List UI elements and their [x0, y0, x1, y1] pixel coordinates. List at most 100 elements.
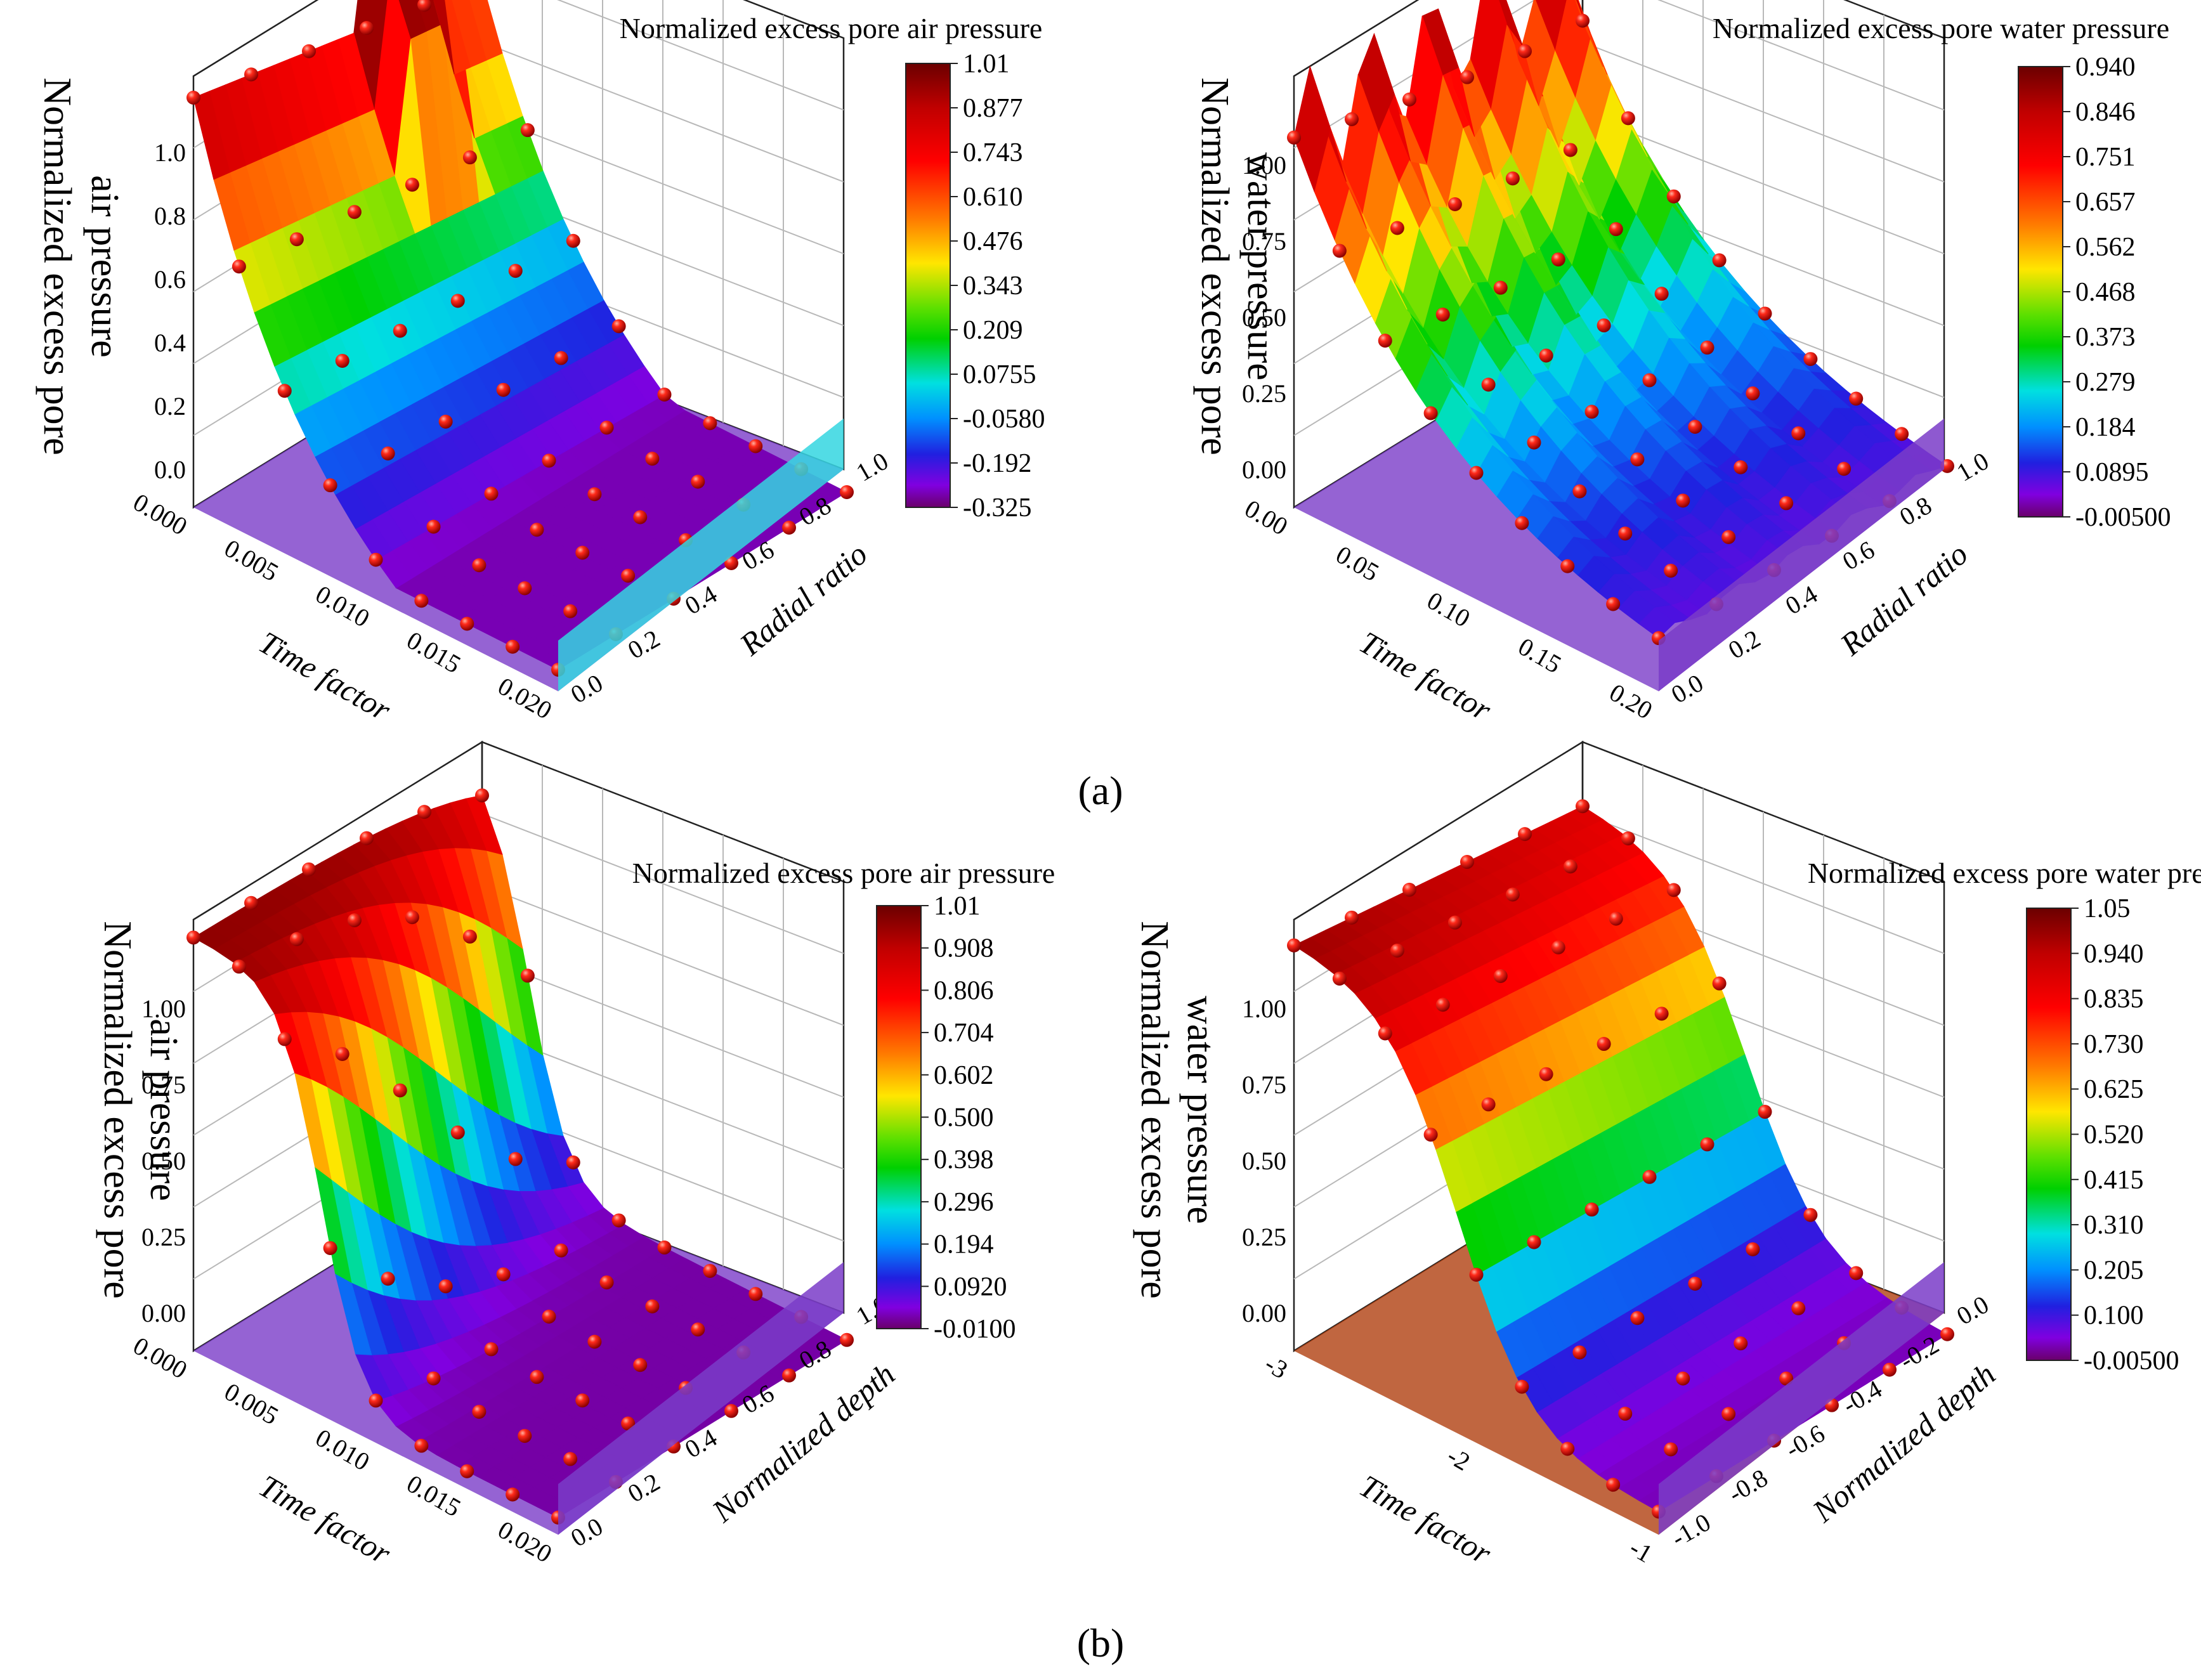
data-point [1423, 406, 1438, 420]
colorbar-tick-label: 0.743 [963, 138, 1023, 167]
data-point [323, 1240, 337, 1255]
colorbar-tick-label: -0.00500 [2075, 503, 2171, 532]
front-face [558, 419, 844, 691]
colorbar-tick-label: -0.0100 [934, 1315, 1016, 1344]
data-point [1435, 998, 1450, 1012]
z-axis-title: air pressure [142, 1019, 185, 1201]
colorbar-tick-label: 0.562 [2075, 233, 2136, 262]
data-point [1447, 197, 1462, 211]
data-point [1609, 911, 1623, 926]
data-point [1505, 171, 1520, 186]
colorbar-tick-label: 0.657 [2075, 188, 2136, 217]
colorbar-tick-label: 0.100 [2084, 1301, 2144, 1331]
data-point [405, 178, 419, 192]
data-point [369, 552, 383, 567]
data-point [1630, 1311, 1645, 1325]
data-point [496, 382, 511, 397]
data-point [1423, 1128, 1438, 1142]
data-point [462, 150, 477, 165]
z-tick-label: 0.00 [1242, 455, 1286, 484]
y-tick-label: 0.0 [1952, 1290, 1994, 1331]
data-point [1664, 1442, 1678, 1457]
plot-title: Normalized excess pore water pressure [1808, 857, 2201, 889]
data-point [460, 616, 474, 631]
colorbar-tick-label: 0.877 [963, 94, 1023, 123]
z-tick-label: 0.75 [1242, 227, 1286, 256]
data-point [347, 913, 362, 928]
data-point [1606, 597, 1621, 611]
data-point [542, 1310, 556, 1324]
data-point [599, 1275, 614, 1290]
colorbar-tick-label: 0.940 [2075, 53, 2136, 82]
colorbar-tick-label: -0.0580 [963, 405, 1045, 434]
data-point [360, 21, 374, 36]
data-point [1666, 189, 1681, 204]
data-point [1287, 938, 1301, 953]
data-point [1712, 253, 1727, 268]
z-tick-label: 0.00 [141, 1299, 186, 1327]
z-tick-label: 1.0 [154, 138, 186, 167]
data-point [611, 1213, 626, 1228]
colorbar-tick-label: 0.310 [2084, 1211, 2144, 1240]
data-point [633, 510, 648, 524]
data-point [302, 44, 316, 58]
colorbar [2018, 66, 2063, 518]
colorbar-tick-label: 0.205 [2084, 1256, 2144, 1285]
data-point [1345, 112, 1359, 126]
data-point [518, 1429, 532, 1443]
z-tick-label: 0.2 [154, 392, 186, 420]
colorbar-tick-label: 1.05 [2084, 894, 2131, 923]
data-point [1539, 1067, 1553, 1081]
colorbar-tick-label: -0.00500 [2084, 1346, 2179, 1376]
data-point [566, 1155, 580, 1169]
front-face [1659, 419, 1944, 691]
data-point [1460, 855, 1474, 869]
data-point [186, 930, 200, 945]
data-point [1527, 435, 1541, 450]
data-point [1481, 1097, 1496, 1112]
data-point [645, 1299, 660, 1313]
x-axis-title: Time factor [253, 1468, 397, 1571]
colorbar-tick-label: 0.0920 [934, 1272, 1007, 1301]
z-axis-title: air pressure [83, 175, 126, 357]
data-point [506, 639, 520, 654]
data-point [369, 1393, 383, 1408]
data-point [462, 929, 477, 944]
data-point [554, 351, 568, 365]
grid-line [1582, 813, 1945, 954]
panel-label-a: (a) [1078, 768, 1123, 813]
z-tick-label: 1.00 [1242, 994, 1286, 1023]
data-point [417, 0, 431, 12]
data-point [1576, 799, 1590, 814]
z-tick-label: 0.25 [1242, 1223, 1286, 1251]
colorbar-tick-label: 0.730 [2084, 1030, 2144, 1059]
z-tick-label: 1.00 [141, 994, 186, 1023]
data-point [277, 384, 292, 398]
data-point [518, 581, 532, 596]
data-point [1551, 252, 1565, 267]
data-point [645, 452, 660, 466]
data-point [1688, 419, 1702, 434]
data-point [323, 478, 337, 493]
data-point [347, 205, 362, 219]
x-axis-title: Time factor [253, 624, 397, 727]
data-point [1572, 484, 1587, 498]
data-point [496, 1267, 511, 1282]
colorbar-tick-label: 0.373 [2075, 323, 2136, 352]
data-point [1469, 1267, 1484, 1282]
data-point [1676, 493, 1690, 508]
data-point [1618, 526, 1633, 541]
data-point [566, 233, 580, 248]
data-point [1712, 976, 1727, 991]
z-axis-title: water pressure [1239, 152, 1283, 381]
data-point [1597, 318, 1611, 333]
z-tick-label: 0.0 [154, 455, 186, 484]
data-point [575, 1393, 590, 1408]
data-point [1721, 1407, 1736, 1421]
data-point [621, 1416, 636, 1431]
data-point [1803, 1208, 1818, 1222]
colorbar-tick-label: 0.520 [2084, 1121, 2144, 1150]
data-point [1734, 1336, 1748, 1351]
panel-3: 0.000.250.500.751.000.0000.0050.0100.015… [96, 740, 1055, 1572]
